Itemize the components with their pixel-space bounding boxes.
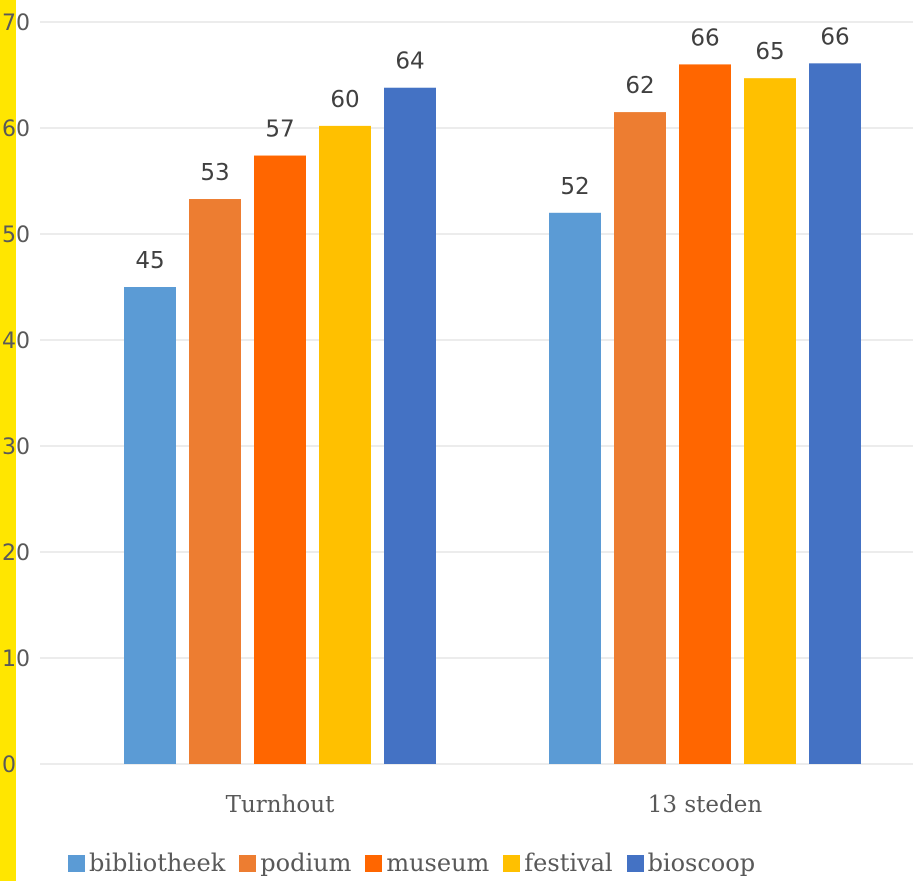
bar-museum-turnhout (254, 155, 306, 764)
legend-swatch (68, 854, 85, 872)
legend-item-museum: museum (365, 849, 489, 877)
bar-festival-13-steden (744, 78, 796, 765)
y-tick-label: 20 (2, 541, 30, 566)
x-category-label: Turnhout (226, 792, 335, 818)
legend: bibliotheek podium museum festival bioscoop (68, 848, 755, 878)
data-label: 53 (200, 160, 229, 186)
data-label: 66 (820, 24, 849, 50)
bar-bioscoop-turnhout (384, 87, 436, 765)
legend-label: museum (386, 849, 490, 877)
x-axis-categories: Turnhout 13 steden (226, 792, 763, 818)
y-tick-label: 60 (2, 117, 30, 142)
legend-label: bibliotheek (89, 849, 226, 877)
bar-podium-turnhout (189, 199, 241, 764)
legend-item-bibliotheek: bibliotheek (68, 849, 225, 877)
legend-item-bioscoop: bioscoop (626, 849, 756, 877)
bar-museum-13-steden (679, 64, 731, 764)
legend-swatch (365, 854, 383, 872)
bars (124, 63, 861, 765)
legend-swatch (503, 854, 521, 872)
data-label: 64 (395, 49, 424, 75)
data-label: 45 (135, 248, 164, 274)
legend-item-festival: festival (503, 849, 613, 877)
legend-swatch (626, 854, 644, 872)
bar-bibliotheek-turnhout (124, 287, 176, 764)
data-label: 52 (560, 174, 589, 200)
bar-podium-13-steden (614, 112, 666, 765)
x-category-label: 13 steden (648, 792, 763, 818)
data-label: 60 (330, 87, 359, 113)
yellow-accent-strip (0, 0, 16, 881)
bar-bioscoop-13-steden (809, 63, 861, 764)
y-tick-label: 10 (2, 647, 30, 672)
data-label: 57 (265, 117, 294, 143)
data-labels: 45 53 57 60 64 52 62 66 65 66 (135, 24, 849, 274)
legend-label: podium (260, 849, 352, 877)
y-tick-label: 40 (2, 329, 30, 354)
y-tick-label: 0 (2, 753, 16, 778)
data-label: 62 (625, 73, 654, 99)
bar-festival-turnhout (319, 125, 371, 764)
legend-label: festival (524, 849, 613, 877)
bar-bibliotheek-13-steden (549, 212, 601, 765)
y-axis-ticks: 0 10 20 30 40 50 60 70 (2, 11, 30, 778)
y-tick-label: 70 (2, 11, 30, 36)
y-tick-label: 30 (2, 435, 30, 460)
bar-chart: 0 10 20 30 40 50 60 70 45 53 57 60 64 52 62 66 65 66 Tur… (2, 11, 913, 818)
legend-item-podium: podium (239, 849, 351, 877)
data-label: 66 (690, 25, 719, 51)
legend-swatch (239, 854, 257, 872)
legend-label: bioscoop (647, 849, 756, 877)
y-tick-label: 50 (2, 223, 30, 248)
data-label: 65 (755, 39, 784, 65)
